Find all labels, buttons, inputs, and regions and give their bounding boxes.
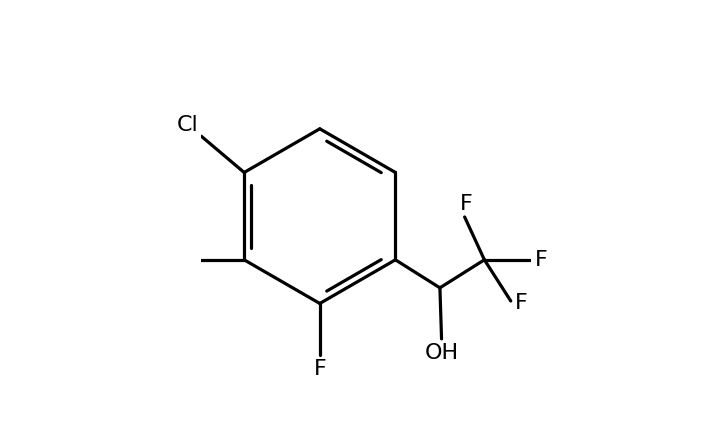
- Text: F: F: [515, 293, 528, 312]
- Text: OH: OH: [425, 343, 458, 363]
- Text: Cl: Cl: [176, 115, 198, 134]
- Text: F: F: [460, 193, 473, 214]
- Text: F: F: [313, 359, 326, 378]
- Text: F: F: [535, 250, 547, 270]
